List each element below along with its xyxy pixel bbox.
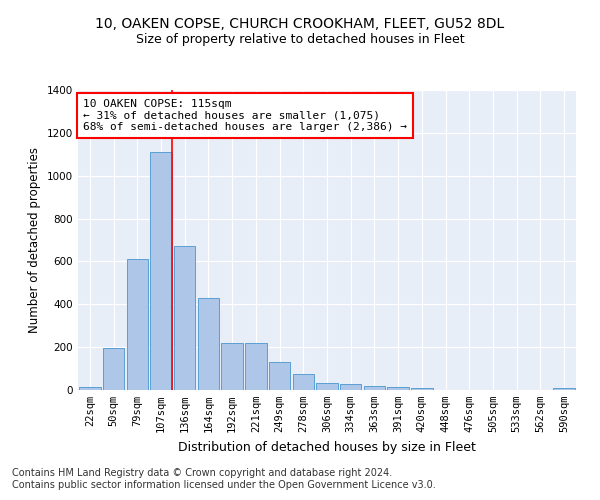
X-axis label: Distribution of detached houses by size in Fleet: Distribution of detached houses by size … [178, 440, 476, 454]
Bar [151, 152, 172, 390]
Bar [340, 384, 361, 390]
Text: Contains HM Land Registry data © Crown copyright and database right 2024.: Contains HM Land Registry data © Crown c… [12, 468, 392, 477]
Bar [221, 343, 243, 390]
Bar [364, 386, 385, 390]
Bar [174, 246, 196, 390]
Text: Size of property relative to detached houses in Fleet: Size of property relative to detached ho… [136, 32, 464, 46]
Bar [127, 260, 148, 390]
Bar [316, 382, 338, 390]
Bar [293, 374, 314, 390]
Bar [103, 348, 124, 390]
Bar [269, 362, 290, 390]
Text: Contains public sector information licensed under the Open Government Licence v3: Contains public sector information licen… [12, 480, 436, 490]
Bar [411, 388, 433, 390]
Bar [388, 388, 409, 390]
Text: 10, OAKEN COPSE, CHURCH CROOKHAM, FLEET, GU52 8DL: 10, OAKEN COPSE, CHURCH CROOKHAM, FLEET,… [95, 18, 505, 32]
Text: 10 OAKEN COPSE: 115sqm
← 31% of detached houses are smaller (1,075)
68% of semi-: 10 OAKEN COPSE: 115sqm ← 31% of detached… [83, 99, 407, 132]
Bar [245, 343, 266, 390]
Bar [79, 387, 101, 390]
Y-axis label: Number of detached properties: Number of detached properties [28, 147, 41, 333]
Bar [198, 298, 219, 390]
Bar [553, 388, 575, 390]
